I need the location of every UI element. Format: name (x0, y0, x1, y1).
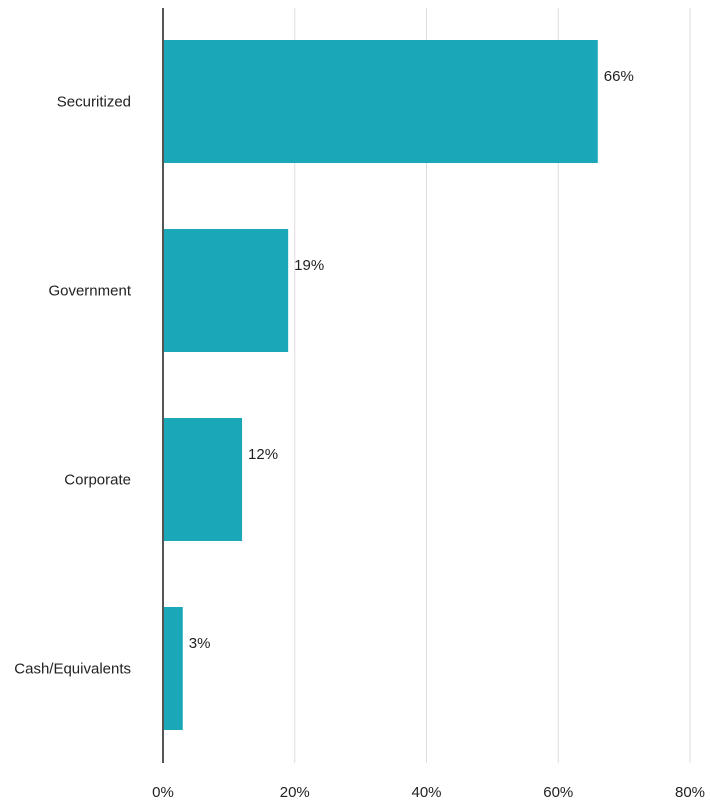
bar-government (163, 229, 289, 352)
x-tick-label: 80% (675, 784, 705, 801)
data-label: 12% (248, 446, 278, 463)
category-label: Government (48, 283, 131, 300)
category-label: Cash/Equivalents (14, 661, 131, 678)
bars (163, 40, 598, 730)
x-tick-label: 20% (280, 784, 310, 801)
labels: 0% 20% 40% 60% 80% Securitized 66% Government 19… (14, 68, 705, 801)
data-label: 3% (189, 635, 211, 652)
bar-cash-equivalents (163, 607, 183, 730)
data-label: 19% (294, 257, 324, 274)
category-label: Corporate (64, 472, 131, 489)
x-tick-label: 60% (543, 784, 573, 801)
bar-securitized (163, 40, 598, 163)
x-tick-label: 0% (152, 784, 174, 801)
category-label: Securitized (57, 94, 131, 111)
bar-corporate (163, 418, 243, 541)
data-label: 66% (604, 68, 634, 85)
x-tick-label: 40% (411, 784, 441, 801)
